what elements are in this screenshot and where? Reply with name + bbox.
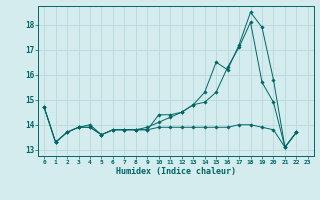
X-axis label: Humidex (Indice chaleur): Humidex (Indice chaleur) (116, 167, 236, 176)
